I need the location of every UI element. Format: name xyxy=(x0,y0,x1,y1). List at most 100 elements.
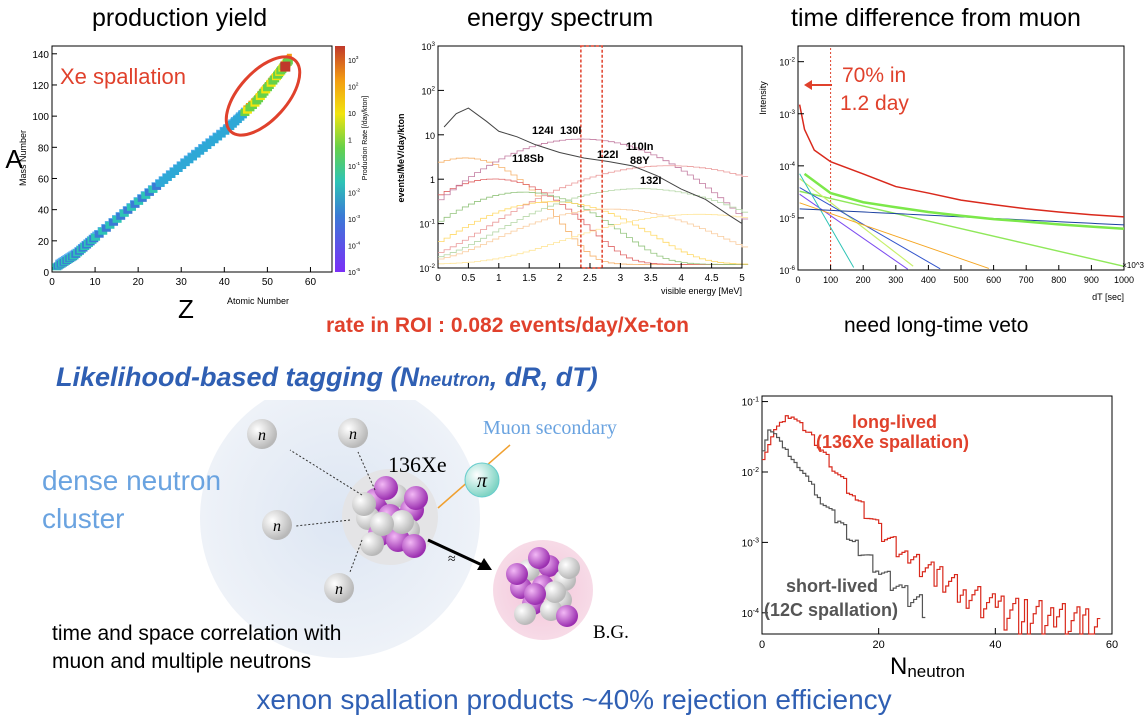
td-series xyxy=(798,104,1125,218)
spectrum-label: 124I xyxy=(532,125,553,137)
yield-ztick-label: 103 xyxy=(348,55,359,65)
nucleon xyxy=(558,557,580,579)
nucleon xyxy=(374,476,398,500)
td-ylabel: Intensity xyxy=(758,81,768,115)
td-ytick-label: 10-6 xyxy=(779,265,795,276)
td-xtick-label: 400 xyxy=(921,275,936,285)
pion xyxy=(464,462,500,498)
yield-ztick-label: 1 xyxy=(348,138,352,145)
nn-ytick-label: 10-4 xyxy=(742,608,759,620)
yield-ytick-label: 0 xyxy=(43,268,49,279)
spectrum-label: 88Y xyxy=(630,155,650,167)
yield-ztick-label: 10-2 xyxy=(348,188,360,198)
td-xtick-label: 100 xyxy=(823,275,838,285)
yield-xtick-label: 20 xyxy=(133,277,145,288)
correlation-line1: time and space correlation with xyxy=(52,622,342,645)
nucleon xyxy=(524,583,546,605)
spectrum-label: 130I xyxy=(560,125,581,137)
yield-ytick-label: 40 xyxy=(38,206,50,217)
td-xtick-label: 900 xyxy=(1084,275,1099,285)
bg-label: B.G. xyxy=(593,622,629,643)
yield-ztick-label: 10-3 xyxy=(348,214,360,224)
td-xtick-label: 200 xyxy=(856,275,871,285)
yield-xtick-label: 60 xyxy=(305,277,317,288)
chart-nneutron: 0 20 40 60 10-1 10-2 10-3 10-4 long-lived (136… xyxy=(742,395,1118,681)
correlation-caption: time and space correlation with muon and… xyxy=(52,620,341,676)
spectrum-xtick-label: 2 xyxy=(557,273,563,284)
nn-series xyxy=(762,415,1101,635)
yield-ytick-label: 80 xyxy=(38,143,50,154)
short-lived-label-2: (12C spallation) xyxy=(764,600,898,620)
spectrum-ylabel: events/MeV/day/kton xyxy=(396,113,406,202)
bg-arrow xyxy=(427,538,483,567)
td-xtick-label: 800 xyxy=(1051,275,1066,285)
neutron-4: n xyxy=(324,573,354,603)
nucleon xyxy=(402,534,426,558)
spectrum-total xyxy=(443,107,743,225)
yield-ztick-label: 10 xyxy=(348,111,356,118)
nn-series xyxy=(762,429,926,619)
long-lived-label-1: long-lived xyxy=(852,412,937,432)
bg-nucleus xyxy=(506,547,580,627)
neutron-1: n xyxy=(247,419,277,449)
nneutron-xlabel: Nneutron xyxy=(890,653,965,681)
tagging-heading-sub: neutron xyxy=(419,370,490,391)
nn-ytick-label: 10-2 xyxy=(742,467,759,479)
yield-ztick-label: 10-5 xyxy=(348,267,360,277)
spectrum-ytick-label: 103 xyxy=(421,41,435,52)
chart-time-difference: 0 100 200 300 400 500 600 700 800 900 1000 10-2 10-… xyxy=(758,45,1145,302)
nucleon xyxy=(390,510,414,534)
long-lived-label-2: (136Xe spallation) xyxy=(816,432,969,452)
yield-cell xyxy=(283,57,293,65)
dense-cluster-line1: dense neutron xyxy=(42,465,222,496)
td-component xyxy=(799,193,909,270)
footer-statement: xenon spallation products ~40% rejection… xyxy=(256,684,892,715)
chart-production-yield: 0 10 20 30 40 50 60 0 20 40 60 80 100 120 140 Xe spal… xyxy=(5,45,369,324)
nucleon xyxy=(544,581,566,603)
yield-xtick-label: 10 xyxy=(90,277,102,288)
td-anno-2: 1.2 day xyxy=(840,92,909,115)
yield-zlabel: Production Rate [/day/kton] xyxy=(362,96,369,180)
spectrum-component xyxy=(438,208,749,260)
nn-ytick-label: 10-3 xyxy=(742,537,759,549)
td-xtick-label: 600 xyxy=(986,275,1001,285)
correlation-line2: muon and multiple neutrons xyxy=(52,650,312,673)
yield-ytick-label: 60 xyxy=(38,174,50,185)
td-component xyxy=(799,187,941,270)
td-anno-1: 70% in xyxy=(842,64,906,87)
td-xtick-label: 0 xyxy=(795,275,800,285)
spallation-illustration: n n n n π ≈ 136Xe Muon secondary B.G. xyxy=(200,400,629,658)
yield-ztick-label: 10-4 xyxy=(348,241,360,251)
xe-nucleus xyxy=(352,476,428,558)
td-xtick-label: 1000 xyxy=(1114,275,1134,285)
yield-xtick-label: 30 xyxy=(176,277,188,288)
spectrum-xtick-label: 3.5 xyxy=(644,273,658,284)
yield-ytick-label: 120 xyxy=(32,81,49,92)
spectrum-component xyxy=(438,138,749,220)
nn-xtick-label: 60 xyxy=(1106,639,1118,651)
nucleon xyxy=(360,532,384,556)
roi-box xyxy=(580,45,603,269)
xe-spallation-ellipse xyxy=(224,55,302,137)
yield-peak-cell xyxy=(280,61,291,72)
td-xlabel: dT [sec] xyxy=(1092,292,1124,302)
svg-text:n: n xyxy=(273,518,281,535)
title-time-difference: time difference from muon xyxy=(791,4,1081,32)
svg-text:n: n xyxy=(258,427,266,444)
yield-ytick-label: 140 xyxy=(32,50,49,61)
long-veto-caption: need long-time veto xyxy=(844,314,1029,337)
nn-xtick-label: 20 xyxy=(873,639,885,651)
yield-ytick-label: 100 xyxy=(32,112,49,123)
spectrum-component xyxy=(438,201,749,265)
spectrum-component xyxy=(438,178,749,265)
chart-energy-spectrum: 0 0.5 1 1.5 2 2.5 3 3.5 4 4.5 5 10310210110-110-2 … xyxy=(396,41,749,296)
td-component xyxy=(799,190,1125,268)
nn-ytick-label: 10-1 xyxy=(742,397,759,409)
title-energy-spectrum: energy spectrum xyxy=(467,4,654,32)
td-ytick-label: 10-5 xyxy=(779,213,795,224)
tagging-heading-main: Likelihood-based tagging (N xyxy=(56,362,419,392)
spectrum-xtick-label: 0 xyxy=(435,273,441,284)
spectrum-ytick-label: 102 xyxy=(421,85,435,96)
spectrum-component xyxy=(438,213,749,265)
neutron-cluster-halo xyxy=(200,400,480,658)
